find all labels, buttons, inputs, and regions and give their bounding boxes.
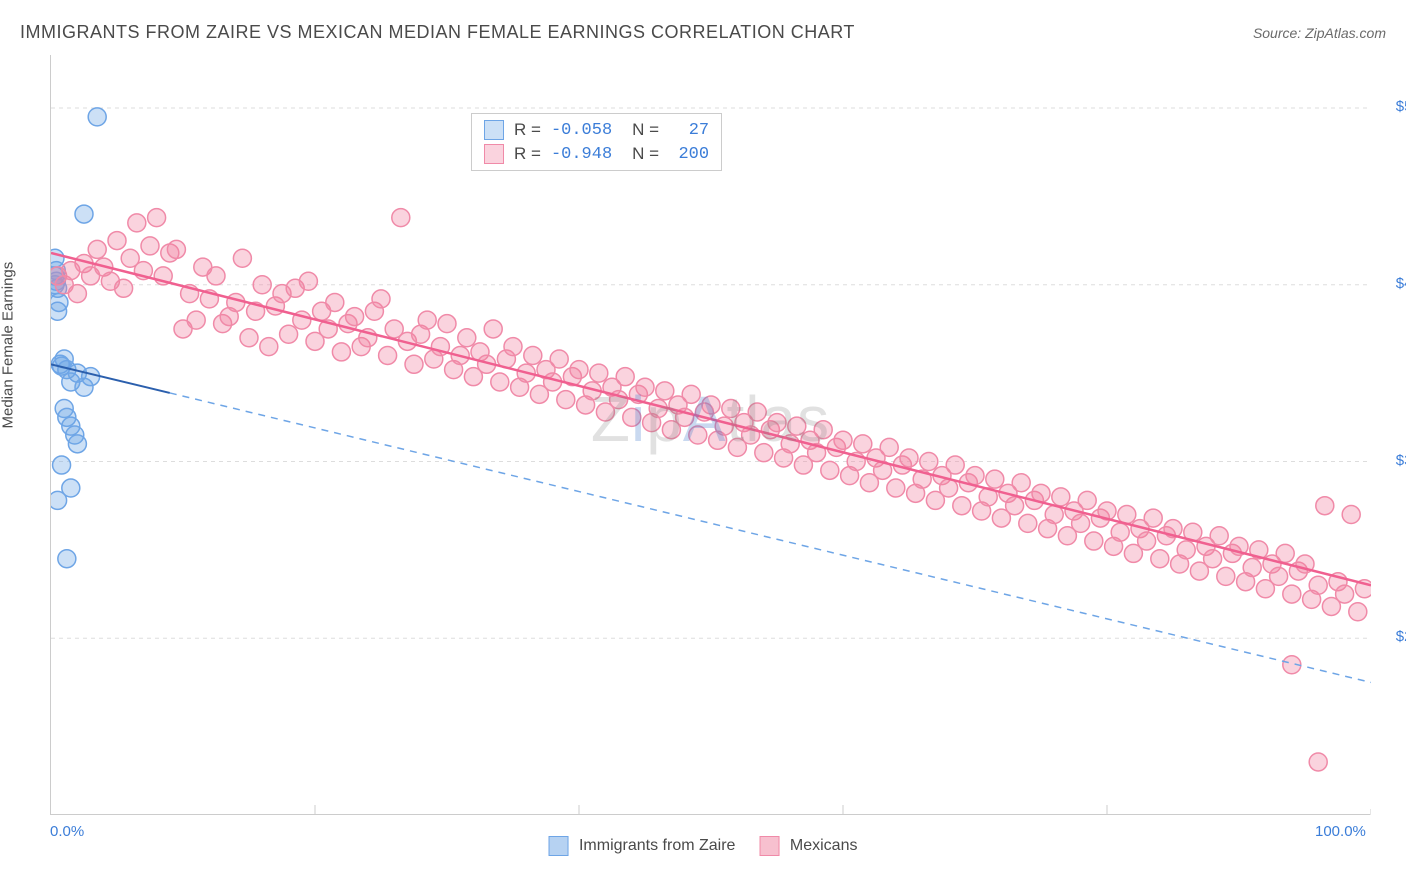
n-value-mexicans: 200: [669, 145, 709, 164]
legend-row-mexicans: R = -0.948 N = 200: [484, 142, 709, 166]
y-tick-label: $50,000: [1295, 98, 1406, 115]
y-axis-label: Median Female Earnings: [0, 262, 17, 429]
plot-area: ZipAtlas R = -0.058 N = 27 R = -0.948 N …: [50, 55, 1370, 815]
legend-swatch-mexicans-bottom: [759, 836, 779, 856]
chart-title: IMMIGRANTS FROM ZAIRE VS MEXICAN MEDIAN …: [20, 22, 855, 43]
legend-swatch-mexicans: [484, 144, 504, 164]
legend-swatch-zaire-bottom: [549, 836, 569, 856]
legend-swatch-zaire: [484, 120, 504, 140]
y-tick-label: $30,000: [1295, 452, 1406, 469]
legend-row-zaire: R = -0.058 N = 27: [484, 118, 709, 142]
r-label: R =: [514, 120, 541, 140]
legend-item-zaire: Immigrants from Zaire: [549, 836, 736, 856]
y-tick-label: $20,000: [1295, 628, 1406, 645]
x-tick-label: 0.0%: [50, 823, 84, 840]
legend-series: Immigrants from Zaire Mexicans: [549, 836, 858, 856]
n-value-zaire: 27: [669, 121, 709, 140]
x-tick-label: 100.0%: [1315, 823, 1366, 840]
y-tick-label: $40,000: [1295, 275, 1406, 292]
n-label: N =: [632, 120, 659, 140]
n-label: N =: [632, 144, 659, 164]
chart-container: IMMIGRANTS FROM ZAIRE VS MEXICAN MEDIAN …: [0, 0, 1406, 892]
legend-correlation: R = -0.058 N = 27 R = -0.948 N = 200: [471, 113, 722, 171]
legend-label-mexicans: Mexicans: [790, 837, 858, 854]
legend-item-mexicans: Mexicans: [759, 836, 857, 856]
r-value-mexicans: -0.948: [551, 145, 612, 164]
r-value-zaire: -0.058: [551, 121, 612, 140]
legend-label-zaire: Immigrants from Zaire: [579, 837, 735, 854]
source-attribution: Source: ZipAtlas.com: [1253, 25, 1386, 41]
r-label: R =: [514, 144, 541, 164]
